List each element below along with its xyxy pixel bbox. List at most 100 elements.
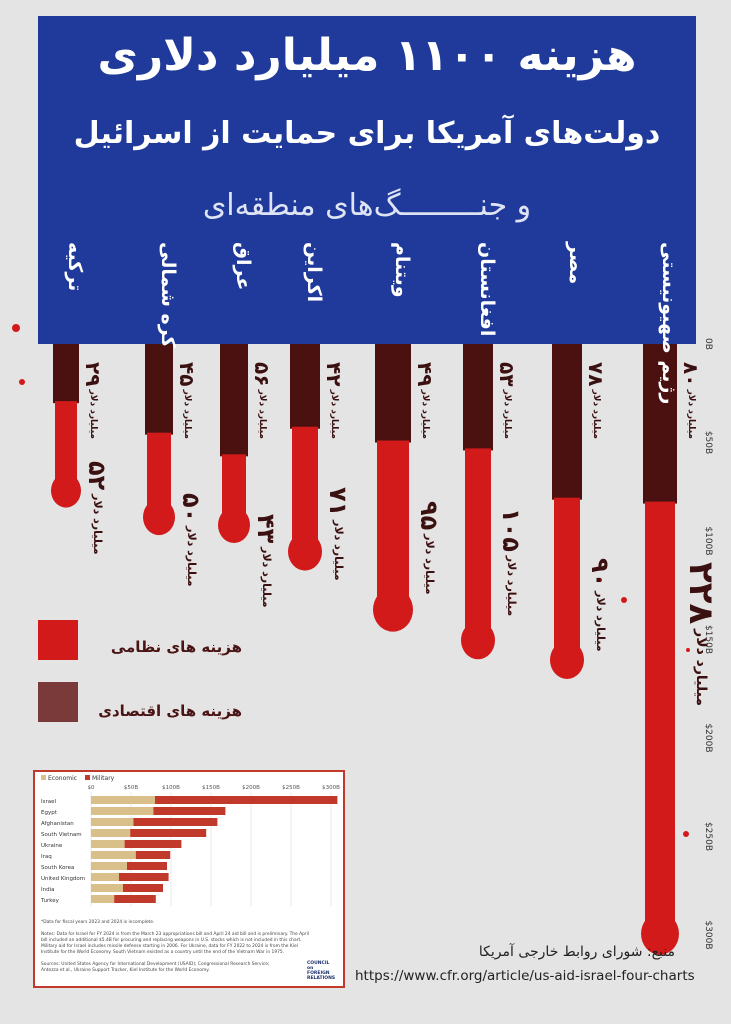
country-label: اکراین [303,242,325,303]
inset-bar-military [155,796,338,804]
military-value-label: ۴۳ میلیارد دلار [252,514,280,608]
inset-x-tick: $250B [282,785,300,791]
inset-bar-economic [91,884,123,892]
inset-bar-military [135,851,171,859]
drip-bulb [143,499,175,536]
inset-bar-economic [91,873,119,881]
inset-bar-military [127,862,167,870]
inset-x-tick: $0 [88,785,95,791]
military-value-label: ۱۰۵ میلیارد دلار [497,508,525,617]
economic-value-label: ۲۹ میلیارد دلار [81,362,105,439]
economic-value-label: ۴۹ میلیارد دلار [413,362,437,439]
economic-value-label: ۵۶ میلیارد دلار [250,362,274,439]
bar-military [645,501,675,934]
splatter-dot [683,831,689,837]
inset-legend-swatch [85,775,90,780]
y-tick-label: $250B [703,822,713,851]
y-tick-label: $50B [703,431,713,454]
inset-bar-economic [91,807,154,815]
splatter-dot [598,578,602,582]
legend-economic-swatch [38,682,78,722]
inset-bar-economic [91,851,136,859]
inset-bar-economic [91,829,131,837]
country-label: ترکیه [64,242,86,292]
source-label: منبع: شورای روابط خارجی آمریکا [478,944,675,960]
legend-military-label: هزینه های نظامی [110,638,242,656]
drip-3 [373,344,413,632]
drip-bulb [218,507,250,544]
bar-economic [375,344,411,443]
drip-bulb [550,640,584,679]
page-title: هزینه ۱۱۰۰ میلیارد دلاری [97,30,637,81]
inset-category-label: Afghanistan [41,821,74,827]
drip-4 [288,344,322,571]
country-label: عراق [232,242,254,291]
economic-value-label: ۴۲ میلیارد دلار [322,362,346,439]
inset-category-label: South Vietnam [41,832,82,838]
subtitle-line-1: دولت‌های آمریکا برای حمایت از اسرائیل [73,116,661,151]
inset-category-label: India [41,887,55,893]
inset-bar-economic [91,895,115,903]
country-label: کره شمالی [157,242,179,348]
inset-bar-economic [91,862,127,870]
inset-category-label: Turkey [40,898,60,904]
cfr-inset-chart: Economic Military $0 $50B $100B $150B $200B $25… [33,770,345,988]
inset-legend-swatch [41,775,46,780]
inset-legend-label: Military [92,775,115,782]
source-link[interactable]: https://www.cfr.org/article/us-aid-israe… [355,968,695,984]
inset-category-label: South Korea [41,865,74,871]
bar-economic [463,344,493,451]
inset-x-tick: $50B [124,785,138,791]
economic-value-label: ۷۸ میلیارد دلار [584,362,608,439]
drip-bulb [373,587,413,632]
inset-bar-military [130,829,207,837]
bar-military [554,497,580,660]
country-label: رژیم صهیونیستی [658,242,680,405]
y-tick-label: $150B [703,625,713,654]
country-label: افغانستان [476,242,498,337]
cfr-logo: COUNCIL on FOREIGN RELATIONS [307,961,336,982]
bar-economic [290,344,320,429]
inset-category-label: United Kingdom [41,876,85,882]
y-tick-label: $300B [703,920,713,949]
inset-bar-economic [91,840,125,848]
inset-bar-military [124,840,182,848]
inset-bar-military [114,895,156,903]
military-value-label: ۲۲۸ میلیارد دلار [681,561,721,706]
bar-military [292,426,318,552]
drip-0 [641,344,679,955]
economic-value-label: ۵۳ میلیارد دلار [495,362,519,439]
military-value-label: ۵۰ میلیارد دلار [177,492,205,587]
inset-bar-military [123,884,163,892]
drip-5 [218,344,250,544]
legend-economic-label: هزینه های اقتصادی [98,702,242,720]
inset-bar-military [133,818,218,826]
inset-category-label: Ukraine [41,843,63,849]
military-value-label: ۵۲ میلیارد دلار [83,461,111,555]
drip-6 [143,344,175,536]
inset-category-label: Iraq [41,854,52,860]
drip-bulb [461,621,495,660]
bar-economic [643,344,677,504]
splatter-dot [12,324,20,332]
drip-bulb [288,532,322,571]
bar-military [55,401,77,491]
inset-bar-economic [91,818,134,826]
inset-category-label: Israel [41,799,57,805]
subtitle-line-2: و جنـــــــــگ‌های منطقه‌ای [202,188,532,223]
inset-x-tick: $200B [242,785,260,791]
bar-economic [53,344,79,404]
splatter-dot [621,597,627,603]
bar-economic [220,344,248,457]
country-label: ویتنام [391,242,413,298]
y-tick-label: 0B [703,338,713,350]
title-banner: هزینه ۱۱۰۰ میلیارد دلاری دولت‌های آمریکا… [38,16,696,404]
bar-military [465,448,491,641]
inset-x-tick: $100B [162,785,180,791]
inset-x-tick: $150B [202,785,220,791]
inset-legend-label: Economic [48,775,77,782]
military-value-label: ۹۰ میلیارد دلار [586,557,614,652]
splatter-dot [19,379,25,385]
inset-footnote: *Data for fiscal years 2023 and 2024 is … [41,920,155,925]
country-label: مصر [565,242,587,285]
